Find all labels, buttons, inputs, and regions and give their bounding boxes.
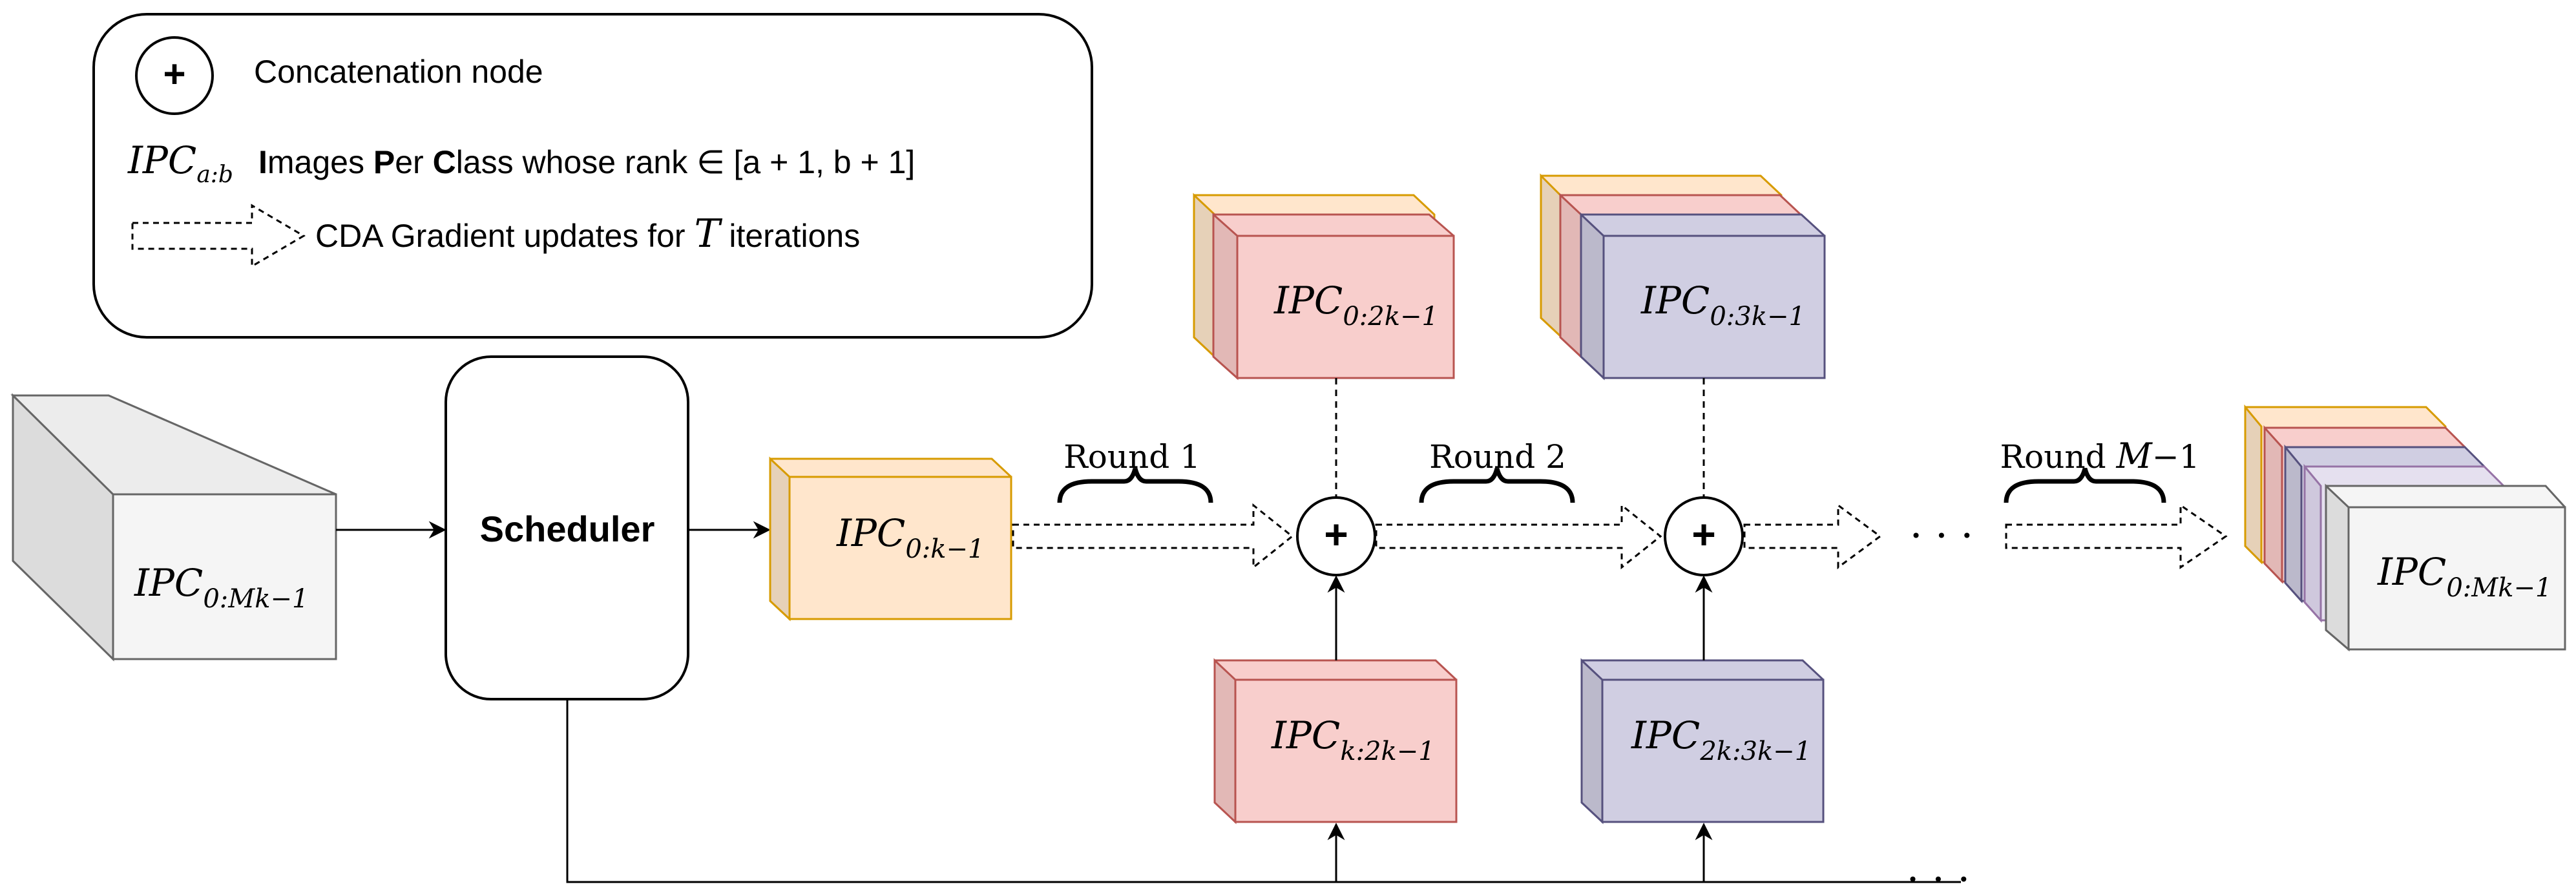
scheduler-box: Scheduler [445,355,689,700]
ipc-k-2k-block: IPCk:2k−1 [1213,658,1458,825]
legend-concat-row: + Concatenation node [135,36,543,115]
ipc-round-input-label: IPC0:k−1 [836,511,984,564]
legend-ipc-row: IPCa:b Images Per Class whose rank ∈ [a … [127,138,915,188]
concat-node-icon-plus: + [163,52,185,96]
ipc-full-label: IPC0:Mk−1 [134,561,308,614]
round-last-arrow [2005,503,2228,569]
ellipsis-bottom: · · · [1907,856,1971,893]
ipc-full-cube: IPC0:Mk−1 [10,393,337,662]
concat-node-2-plus: + [1691,511,1715,558]
legend-ipc-description: Images Per Class whose rank ∈ [a + 1, b … [258,144,915,180]
ipc-k-2k-label: IPCk:2k−1 [1271,713,1435,766]
ipc-0-3k-stack: IPC0:3k−1 [1540,173,1826,381]
ipc-0-2k-stack: IPC0:2k−1 [1193,193,1455,381]
concat-node-icon [135,36,214,115]
ipc-final-label: IPC0:Mk−1 [2377,550,2551,603]
round-2-brace [1419,468,1575,503]
ipc-final-stack: IPC0:Mk−1 [2244,404,2566,652]
ipc-2k-3k-block: IPC2k:3k−1 [1580,658,1825,825]
ellipsis-middle: · · · [1910,512,1974,559]
ipc-round-input-block: IPC0:k−1 [769,456,1012,622]
round-3-arrow [1743,503,1882,569]
round-2-arrow [1375,503,1662,570]
round-last-label: Round M−1 [2000,436,2199,476]
legend-cda-row: CDA Gradient updates for T iterations [131,204,860,268]
ipc-0-2k-label: IPC0:2k−1 [1273,278,1438,331]
legend-box: + Concatenation node IPCa:b Images Per C… [92,13,1093,339]
concat-node-1-plus: + [1324,511,1348,558]
legend-cda-label: CDA Gradient updates for T iterations [315,211,860,257]
legend-ipc-symbol: IPCa:b [127,138,233,188]
round-1-label: Round 1 [1063,438,1200,476]
round-1-arrow [1012,503,1294,570]
ipc-2k-3k-label: IPC2k:3k−1 [1631,713,1811,766]
ipc-0-3k-label: IPC0:3k−1 [1640,278,1805,331]
round-last-brace [2004,468,2166,503]
concat-node-2: + [1664,496,1744,576]
scheduler-label: Scheduler [480,509,655,549]
dashed-arrow-icon [131,204,306,268]
legend-concat-label: Concatenation node [254,54,543,90]
scheduler-feed-line [566,699,1961,883]
concat-node-1: + [1296,496,1376,576]
round-1-brace [1057,468,1213,503]
